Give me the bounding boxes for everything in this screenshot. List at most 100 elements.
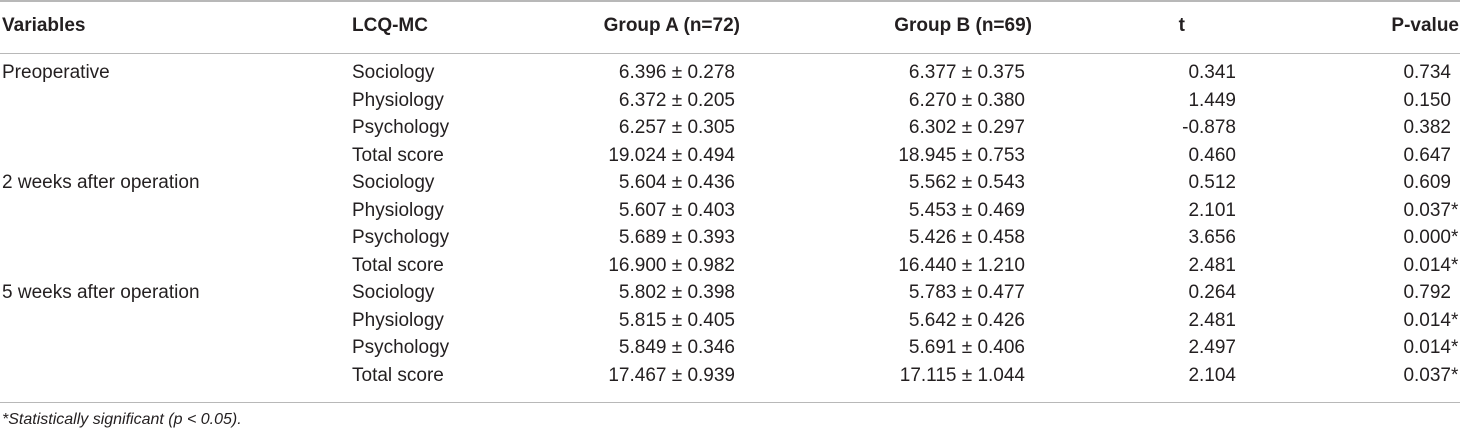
- cell-lcq-mc: Physiology: [352, 199, 444, 221]
- header-t: t: [1178, 15, 1185, 36]
- significance-marker: *: [1451, 364, 1459, 386]
- cell-p-value: 0.734: [1403, 61, 1460, 85]
- cell-group-b: 17.115 ± 1.044: [899, 364, 1025, 386]
- cell-t: 2.497: [1188, 337, 1236, 358]
- table-row: Psychology 5.849 ± 0.346 5.691 ± 0.406 2.49…: [0, 336, 1460, 364]
- p-value-number: 0.014: [1403, 309, 1451, 331]
- cell-t: 3.656: [1188, 227, 1236, 248]
- cell-group-a: 5.607 ± 0.403: [618, 199, 735, 221]
- cell-group-a: 16.900 ± 0.982: [608, 254, 735, 276]
- cell-group-b: 5.453 ± 0.469: [908, 199, 1025, 221]
- p-value-number: 0.734: [1403, 62, 1451, 83]
- cell-group-b: 5.562 ± 0.543: [908, 172, 1025, 193]
- cell-p-value: 0.014*: [1403, 309, 1460, 333]
- cell-group-b: 5.691 ± 0.406: [908, 337, 1025, 358]
- cell-p-value: 0.647: [1403, 144, 1460, 168]
- cell-t: 2.101: [1188, 199, 1236, 221]
- table-row: Physiology 5.815 ± 0.405 5.642 ± 0.426 2.48…: [0, 309, 1460, 337]
- cell-group-a: 6.396 ± 0.278: [618, 62, 735, 83]
- cell-group-a: 5.849 ± 0.346: [618, 337, 735, 358]
- cell-group-a: 5.689 ± 0.393: [618, 227, 735, 248]
- cell-t: 0.460: [1188, 144, 1236, 166]
- cell-group-b: 6.270 ± 0.380: [908, 89, 1025, 111]
- significance-marker: *: [1451, 227, 1459, 248]
- cell-group-a: 6.257 ± 0.305: [618, 117, 735, 138]
- significance-marker: *: [1451, 309, 1459, 331]
- cell-group-a: 5.802 ± 0.398: [618, 282, 735, 303]
- significance-marker: *: [1451, 337, 1459, 358]
- cell-t: 1.449: [1188, 89, 1236, 111]
- cell-group-a: 17.467 ± 0.939: [608, 364, 735, 386]
- cell-group-b: 6.377 ± 0.375: [908, 62, 1025, 83]
- p-value-number: 0.609: [1403, 172, 1451, 193]
- table-footnote: *Statistically significant (p < 0.05).: [2, 411, 242, 428]
- table-bottom-rule: [0, 402, 1460, 403]
- cell-lcq-mc: Total score: [352, 364, 444, 386]
- table-row: 2 weeks after operation Sociology 5.604 ± …: [0, 171, 1460, 199]
- cell-lcq-mc: Total score: [352, 144, 444, 166]
- cell-group-a: 5.604 ± 0.436: [618, 172, 735, 193]
- cell-t: 0.264: [1188, 282, 1236, 303]
- cell-t: 2.481: [1188, 309, 1236, 331]
- p-value-number: 0.014: [1403, 337, 1451, 358]
- header-rule: [0, 53, 1460, 54]
- p-value-number: 0.037: [1403, 364, 1451, 386]
- cell-p-value: 0.792: [1403, 281, 1460, 305]
- table-row: Psychology 5.689 ± 0.393 5.426 ± 0.458 3.65…: [0, 226, 1460, 254]
- cell-variable: Preoperative: [2, 62, 110, 83]
- cell-group-a: 6.372 ± 0.205: [618, 89, 735, 111]
- cell-variable: 5 weeks after operation: [2, 282, 200, 303]
- p-value-number: 0.792: [1403, 282, 1451, 303]
- cell-p-value: 0.014*: [1403, 254, 1460, 278]
- cell-p-value: 0.382: [1403, 116, 1460, 140]
- significance-marker: *: [1451, 254, 1459, 276]
- cell-group-b: 5.642 ± 0.426: [908, 309, 1025, 331]
- cell-lcq-mc: Sociology: [352, 62, 435, 83]
- cell-group-b: 5.783 ± 0.477: [908, 282, 1025, 303]
- p-value-number: 0.647: [1403, 144, 1451, 166]
- table-row: Total score 16.900 ± 0.982 16.440 ± 1.210 2…: [0, 254, 1460, 282]
- cell-lcq-mc: Psychology: [352, 227, 450, 248]
- cell-lcq-mc: Physiology: [352, 309, 444, 331]
- table-row: Psychology 6.257 ± 0.305 6.302 ± 0.297 -0.8…: [0, 116, 1460, 144]
- table-top-rule: [0, 0, 1460, 2]
- header-group-b: Group B (n=69): [894, 15, 1032, 36]
- significance-marker: *: [1451, 199, 1459, 221]
- cell-group-b: 5.426 ± 0.458: [908, 227, 1025, 248]
- cell-lcq-mc: Psychology: [352, 337, 450, 358]
- header-variables: Variables: [2, 15, 86, 36]
- header-lcq-mc: LCQ-MC: [352, 15, 428, 36]
- cell-lcq-mc: Total score: [352, 254, 444, 276]
- cell-lcq-mc: Physiology: [352, 89, 444, 111]
- cell-lcq-mc: Psychology: [352, 117, 450, 138]
- cell-p-value: 0.150: [1403, 89, 1460, 113]
- p-value-number: 0.382: [1403, 117, 1451, 138]
- cell-p-value: 0.037*: [1403, 199, 1460, 223]
- cell-t: 0.341: [1188, 62, 1236, 83]
- p-value-number: 0.014: [1403, 254, 1451, 276]
- cell-t: -0.878: [1182, 117, 1236, 138]
- header-group-a: Group A (n=72): [603, 15, 740, 36]
- cell-p-value: 0.014*: [1403, 336, 1460, 360]
- table-row: Preoperative Sociology 6.396 ± 0.278 6.377 …: [0, 61, 1460, 89]
- p-value-number: 0.000: [1403, 227, 1451, 248]
- table-row: Total score 19.024 ± 0.494 18.945 ± 0.753 0…: [0, 144, 1460, 172]
- cell-group-a: 19.024 ± 0.494: [608, 144, 735, 166]
- cell-t: 2.104: [1188, 364, 1236, 386]
- cell-group-b: 6.302 ± 0.297: [908, 117, 1025, 138]
- cell-group-b: 16.440 ± 1.210: [898, 254, 1025, 276]
- cell-p-value: 0.609: [1403, 171, 1460, 195]
- table-row: Total score 17.467 ± 0.939 17.115 ± 1.044 2…: [0, 364, 1460, 392]
- cell-lcq-mc: Sociology: [352, 282, 435, 303]
- table-row: Physiology 5.607 ± 0.403 5.453 ± 0.469 2.10…: [0, 199, 1460, 227]
- cell-p-value: 0.037*: [1403, 364, 1460, 388]
- p-value-number: 0.150: [1403, 89, 1451, 111]
- cell-p-value: 0.000*: [1403, 226, 1460, 250]
- cell-variable: 2 weeks after operation: [2, 172, 200, 193]
- table-row: Physiology 6.372 ± 0.205 6.270 ± 0.380 1.44…: [0, 89, 1460, 117]
- table-row: 5 weeks after operation Sociology 5.802 ± …: [0, 281, 1460, 309]
- cell-t: 0.512: [1188, 172, 1236, 193]
- cell-t: 2.481: [1188, 254, 1236, 276]
- header-p-value: P-value: [1391, 15, 1459, 36]
- p-value-number: 0.037: [1403, 199, 1451, 221]
